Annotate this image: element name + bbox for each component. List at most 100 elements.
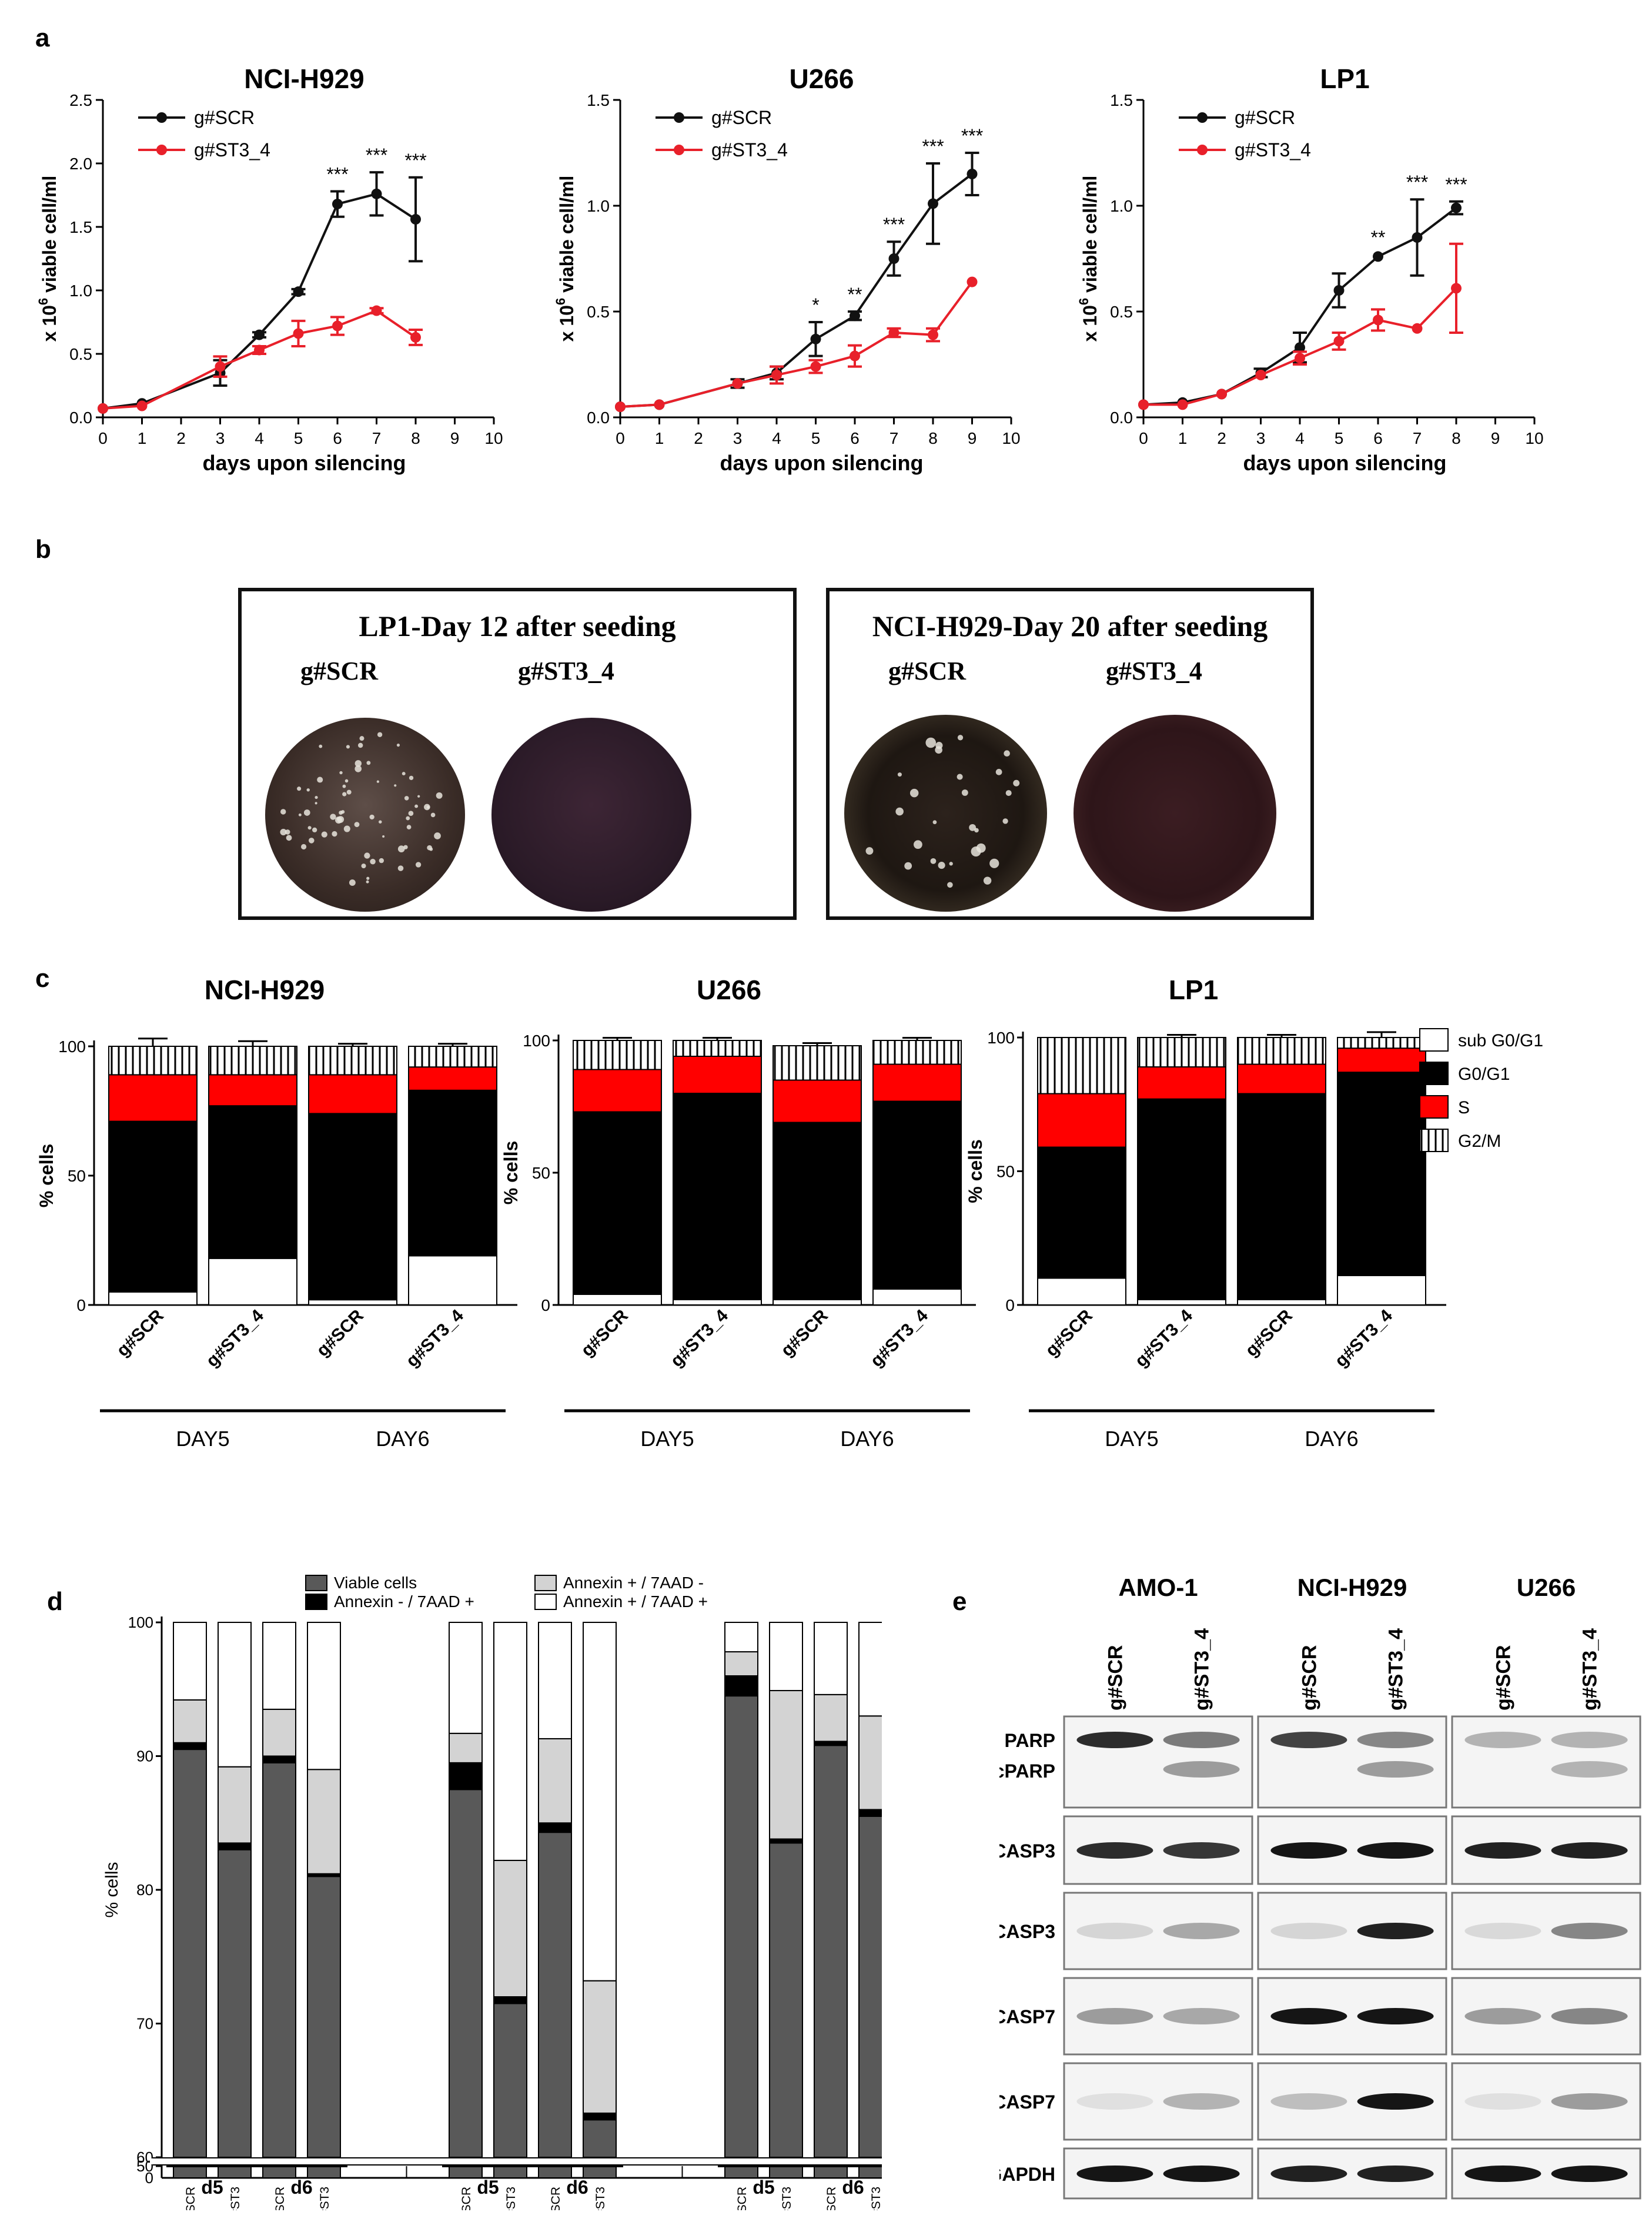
colony-spot [403,845,408,849]
series-line-g#ST3_4 [102,309,417,410]
bar-segment-viablecells [583,2119,617,2158]
x-tick-label: 1 [1178,429,1188,447]
legend-marker [674,112,684,123]
data-point [1177,399,1188,410]
bar-segment-viablecells [724,1695,758,2158]
data-point [410,214,421,225]
y-tick-label: 0 [145,2169,153,2187]
category-label: g#ST3_4 [667,1306,732,1371]
bar-segment-annexin7aad [538,1822,572,1833]
legend-swatch [305,1594,327,1610]
axis-break-gap [150,2158,882,2164]
x-tick-label: 0 [1139,429,1148,447]
colony-spot [321,831,327,838]
blot-band [1551,2093,1628,2110]
blot-band [1357,2166,1434,2182]
blot-band [1270,2008,1347,2024]
bar-segment-g0g1 [1237,1093,1326,1300]
y-tick-label: 1.0 [587,197,610,215]
chart-title: U266 [697,975,761,1005]
legend-marker [1197,145,1208,155]
colony-spot [370,858,376,865]
bar-segment-annexin7aad [538,1738,572,1824]
category-label: g#SCR [1042,1306,1096,1360]
blot-band [1551,1842,1628,1859]
blot-band [1163,1732,1240,1748]
colony-title-nci-h929: NCI-H929-Day 20 after seeding [872,610,1268,642]
colony-spot [417,795,420,798]
bar-segment-subg0g1 [673,1299,762,1306]
blot-band [1076,1923,1153,1939]
colony-spot [930,858,937,864]
bar-segment-g0g1 [872,1100,962,1290]
colony-spot [995,768,1002,775]
colony-spot [436,792,443,799]
series-line-g#SCR [102,192,417,410]
colony-spot [280,829,287,836]
group-label: d5 [753,2177,774,2198]
blot-frame [1257,1715,1447,1809]
data-point [293,286,304,297]
bar-segment-viablecells [538,1832,572,2158]
significance-mark: *** [366,145,387,166]
colony-label-nci-st3: g#ST3_4 [1106,657,1202,685]
data-point [1295,353,1305,364]
bar-segment-s [573,1069,662,1113]
bar-segment-annexin7aad [583,1622,617,1982]
y-axis-label: x 106 viable cell/ml [1076,176,1101,342]
bar-segment-subg0g1 [408,1255,497,1306]
colony-spot [397,845,405,853]
colony-spot [308,838,315,844]
data-point [888,327,899,338]
colony-spot [396,744,400,747]
legend-label: g#ST3_4 [1235,139,1311,160]
bar-segment-s [1337,1047,1426,1073]
y-tick-label: 0 [1005,1296,1015,1314]
y-tick-label: 0 [541,1296,550,1314]
significance-mark: *** [404,150,426,171]
bar-segment-annexin7aad [724,1622,758,1653]
bar-segment-g2m [308,1046,397,1076]
y-tick-label: 100 [987,1029,1015,1047]
chart-title: LP1 [1169,975,1218,1005]
cellcycle-chart-u266: U266 0 50 100 % cells g#SCR g#ST3_4 g#SCR g#ST3_… [500,975,976,1451]
data-point [967,169,978,179]
colony-spot [974,828,979,833]
category-label: g#SCR [313,1306,367,1360]
blot-band [1076,2093,1153,2110]
colony-spot [1013,779,1020,786]
colony-spot [306,788,310,792]
legend-swatch [534,1575,557,1591]
colony-label-lp1-scr: g#SCR [300,657,379,685]
colony-spot [366,761,371,765]
data-point [410,332,421,343]
panel-label-b: b [35,535,51,564]
colony-spot [909,788,919,798]
data-point [332,320,343,332]
significance-mark: ** [848,284,862,305]
x-tick-label: 1 [138,429,147,447]
data-point [1216,389,1227,400]
colony-spot [317,777,323,783]
x-tick-label: 8 [1452,429,1461,447]
x-tick-label: 10 [1525,429,1543,447]
blot-band [1357,2008,1434,2024]
colony-spot [346,745,350,749]
bar-segment-g2m [1237,1037,1326,1065]
blot-label: cPARP [999,1761,1055,1782]
colony-title-lp1: LP1-Day 12 after seeding [359,610,676,642]
colony-spot [949,862,953,866]
y-tick-label: 50 [68,1167,86,1185]
blot-label: cCASP3 [999,1921,1055,1942]
blot-band [1163,1761,1240,1778]
group-label: DAY5 [176,1427,229,1451]
significance-mark: *** [961,125,983,146]
colony-spot [983,876,992,885]
colony-spot [346,789,352,795]
colony-spot [938,862,945,869]
cell-line-label: AMO-1 [1118,1574,1198,1601]
data-point [771,370,782,380]
blot-band [1163,2008,1240,2024]
bar-segment-subg0g1 [208,1257,297,1306]
